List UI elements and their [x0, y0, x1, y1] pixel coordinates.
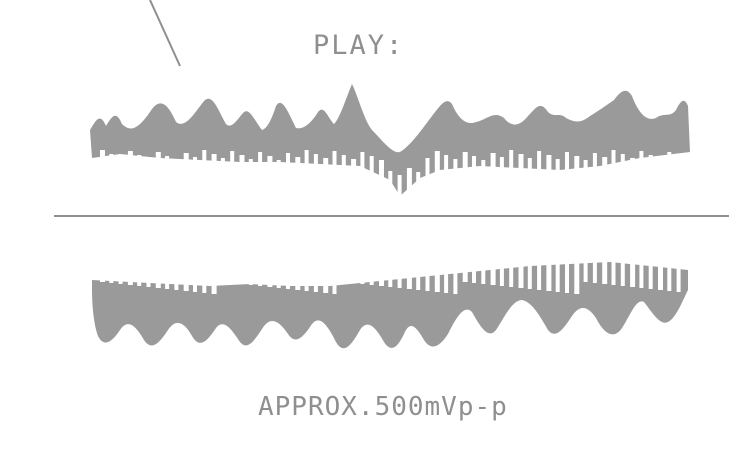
carrier-bar — [648, 155, 653, 289]
carrier-bar — [137, 155, 142, 286]
carrier-bar — [574, 156, 580, 294]
carrier-bar — [323, 158, 329, 293]
carrier-bar — [174, 160, 179, 290]
carrier-bar — [546, 155, 552, 291]
carrier-bar — [313, 154, 318, 292]
carrier-bars — [100, 150, 681, 294]
carrier-bar — [258, 152, 263, 286]
carrier-bar — [630, 158, 636, 287]
carrier-bar — [248, 159, 253, 285]
carrier-bar — [341, 155, 346, 282]
carrier-bar — [565, 152, 569, 293]
carrier-bar — [555, 159, 560, 292]
carrier-bar — [583, 160, 588, 282]
carrier-bar — [360, 152, 365, 284]
mode-label: PLAY: — [313, 30, 405, 61]
carrier-bar — [211, 154, 217, 294]
carrier-bar — [537, 151, 542, 290]
carrier-bar — [183, 153, 189, 291]
carrier-bar — [379, 160, 384, 286]
carrier-bar — [667, 152, 672, 291]
carrier-bar — [397, 175, 402, 288]
carrier-bar — [332, 151, 337, 294]
carrier-bar — [220, 158, 225, 282]
carrier-bar — [118, 158, 123, 284]
carrier-bar — [286, 153, 290, 289]
carrier-bar — [602, 157, 608, 284]
carrier-bar — [295, 157, 301, 290]
carrier-bar — [239, 155, 245, 284]
carrier-bar — [658, 159, 663, 290]
carrier-bar — [304, 150, 309, 291]
carrier-bar — [146, 159, 151, 287]
carrier-bar — [109, 154, 114, 283]
carrier-bar — [481, 160, 486, 284]
carrier-bar — [267, 156, 273, 287]
level-label: APPROX.500mVp-p — [258, 392, 508, 422]
carrier-bar — [592, 153, 597, 283]
carrier-bar — [388, 171, 393, 287]
leader-line — [149, 0, 181, 67]
carrier-bar — [639, 151, 644, 288]
carrier-bar — [155, 152, 161, 288]
carrier-bar — [518, 154, 524, 288]
carrier-bar — [620, 154, 625, 286]
carrier-bar — [202, 150, 207, 293]
carrier-bar — [127, 151, 133, 285]
carrier-bar — [406, 168, 412, 289]
carrier-bar — [472, 156, 476, 283]
carrier-bar — [434, 151, 440, 292]
carrier-bar — [276, 160, 281, 288]
carrier-bar — [611, 150, 616, 285]
carrier-bar — [444, 155, 449, 293]
carrier-bar — [509, 150, 514, 287]
carrier-bar — [425, 158, 430, 291]
carrier-bar — [369, 156, 374, 285]
carrier-bar — [527, 158, 532, 289]
carrier-bar — [490, 153, 496, 285]
carrier-bar — [351, 159, 357, 283]
carrier-bar — [499, 157, 504, 286]
carrier-bar — [165, 156, 170, 289]
carrier-bar — [416, 172, 421, 290]
carrier-bar — [676, 156, 681, 292]
carrier-bar — [453, 159, 458, 294]
carrier-bar — [193, 157, 197, 292]
